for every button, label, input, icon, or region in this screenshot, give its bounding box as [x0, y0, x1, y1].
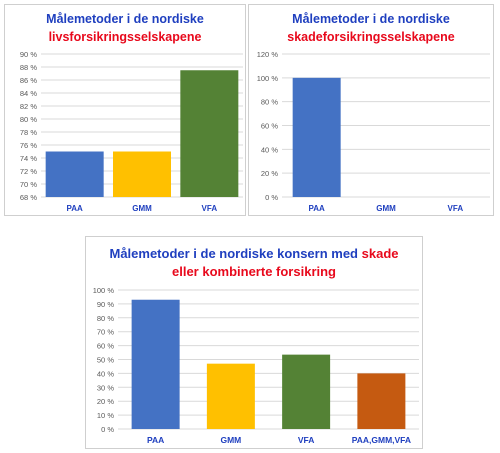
chart-title-line2: livsforsikringsselskapene [48, 29, 202, 44]
x-category-label: PAA [309, 204, 326, 213]
x-category-label: GMM [132, 204, 152, 213]
chart-panel-life: Målemetoder i de nordiske livsforsikring… [4, 4, 246, 216]
x-category-label: VFA [202, 204, 218, 213]
bar-paa [45, 151, 104, 197]
y-tick-label: 84 % [20, 89, 37, 98]
x-category-label: GMM [220, 435, 241, 445]
bar-gmm [206, 363, 255, 429]
x-category-label: PAA,GMM,VFA [352, 435, 411, 445]
chart-title: Målemetoder i de nordiske konsern med sk… [86, 245, 422, 281]
y-tick-label: 82 % [20, 102, 37, 111]
y-tick-label: 40 % [261, 145, 278, 154]
x-category-label: PAA [67, 204, 84, 213]
y-tick-label: 0 % [265, 193, 278, 202]
x-category-label: VFA [448, 204, 464, 213]
bar-chart-life: 68 % 70 % 72 % 74 % 76 % 78 % 80 % 82 % 84 % 86 %… [20, 50, 243, 213]
bar-vfa [180, 70, 239, 197]
y-tick-label: 50 % [97, 356, 114, 365]
y-tick-label: 90 % [20, 50, 37, 59]
chart-panel-nonlife: Målemetoder i de nordiske skadeforsikrin… [248, 4, 494, 216]
bar-paa [292, 77, 341, 197]
bar-paa [131, 299, 180, 429]
chart-title-line1-blue: Målemetoder i de nordiske konsern med [109, 246, 362, 261]
chart-title-line2: eller kombinerte forsikring [172, 264, 336, 280]
chart-title-line2: skadeforsikringsselskapene [287, 29, 455, 44]
bar-chart-group: 0 % 10 % 20 % 30 % 40 % 50 % 60 % 70 % 80 % 90 % 1… [93, 286, 419, 445]
y-tick-label: 20 % [97, 397, 114, 406]
y-tick-label: 100 % [257, 74, 279, 83]
y-tick-label: 90 % [97, 300, 114, 309]
x-category-label: GMM [376, 204, 396, 213]
chart-panel-group: Målemetoder i de nordiske konsern med sk… [85, 236, 423, 449]
y-tick-label: 70 % [97, 328, 114, 337]
chart-title: Målemetoder i de nordiske skadeforsikrin… [249, 11, 493, 46]
bar-vfa [282, 354, 331, 429]
bar-paa-gmm-vfa [357, 373, 406, 429]
chart-title-line1: Målemetoder i de nordiske [292, 12, 450, 26]
y-tick-label: 74 % [20, 154, 37, 163]
chart-title-line1: Målemetoder i de nordiske konsern med sk… [86, 245, 422, 263]
bar-gmm [113, 151, 171, 197]
y-tick-label: 68 % [20, 193, 37, 202]
y-tick-label: 10 % [97, 411, 114, 420]
x-category-label: VFA [298, 435, 315, 445]
y-tick-label: 80 % [97, 314, 114, 323]
chart-title-line1-red: skade [361, 246, 399, 261]
bar-chart-nonlife: 0 % 20 % 40 % 60 % 80 % 100 % 120 % PAA GMM VFA [257, 50, 490, 213]
y-tick-label: 120 % [257, 50, 279, 59]
y-tick-label: 30 % [97, 383, 114, 392]
chart-title-line1: Målemetoder i de nordiske [46, 12, 204, 26]
y-tick-label: 80 % [20, 115, 37, 124]
chart-title: Målemetoder i de nordiske livsforsikring… [5, 11, 245, 46]
y-tick-label: 60 % [261, 122, 278, 131]
y-tick-label: 40 % [97, 369, 114, 378]
y-tick-label: 60 % [97, 342, 114, 351]
y-tick-label: 100 % [93, 286, 115, 295]
y-tick-label: 72 % [20, 167, 37, 176]
y-tick-label: 76 % [20, 141, 37, 150]
y-tick-label: 88 % [20, 63, 37, 72]
y-tick-label: 86 % [20, 76, 37, 85]
y-tick-label: 0 % [101, 425, 114, 434]
y-tick-label: 80 % [261, 98, 278, 107]
y-tick-label: 78 % [20, 128, 37, 137]
x-category-label: PAA [147, 435, 164, 445]
y-tick-label: 70 % [20, 180, 37, 189]
y-tick-label: 20 % [261, 169, 278, 178]
